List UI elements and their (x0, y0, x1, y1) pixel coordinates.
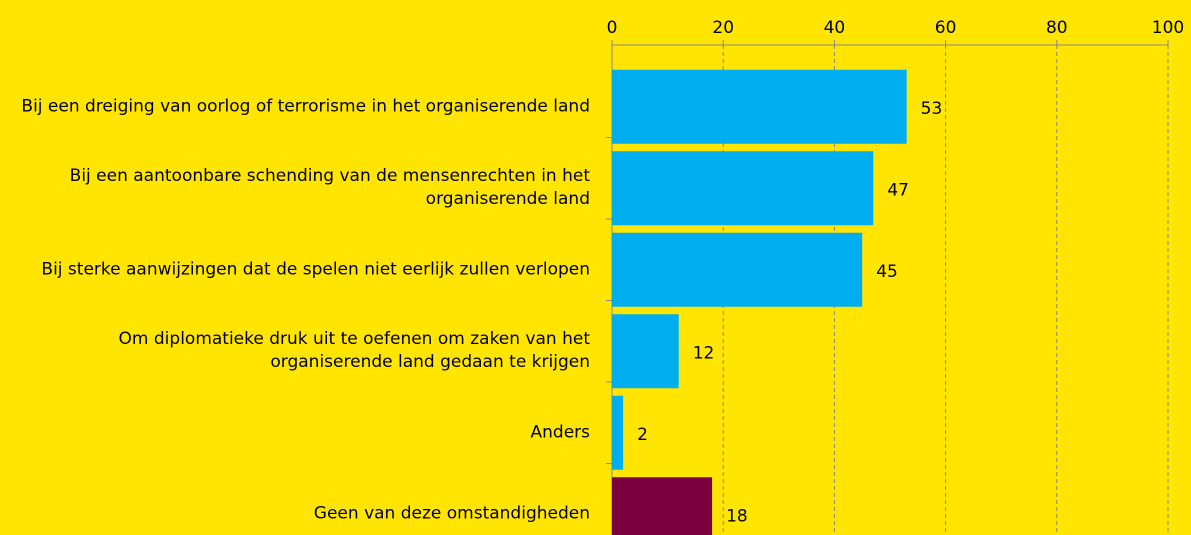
x-tick-label: 100 (1152, 18, 1184, 38)
bar (612, 232, 863, 307)
value-label: 47 (887, 180, 909, 200)
value-label: 53 (921, 99, 943, 119)
bar (612, 477, 713, 535)
category-label: Geen van deze omstandigheden (313, 503, 590, 524)
bar (612, 151, 874, 226)
x-tick-label: 40 (824, 18, 846, 38)
category-label: Bij een aantoonbare schending van de men… (69, 166, 590, 210)
x-tick-label: 80 (1046, 18, 1068, 38)
value-label: 45 (876, 262, 898, 282)
category-label: Anders (530, 422, 591, 443)
x-tick-label: 0 (607, 18, 618, 38)
category-label: Bij een dreiging van oorlog of terrorism… (21, 96, 590, 117)
value-label: 18 (726, 506, 748, 526)
bar (612, 69, 907, 144)
x-tick-label: 20 (712, 18, 734, 38)
bar (612, 314, 679, 389)
bar (612, 395, 624, 470)
value-label: 12 (693, 343, 715, 363)
x-tick-label: 60 (935, 18, 957, 38)
value-label: 2 (637, 425, 648, 445)
category-label: Bij sterke aanwijzingen dat de spelen ni… (41, 259, 590, 280)
category-label: Om diplomatieke druk uit te oefenen om z… (118, 329, 590, 373)
